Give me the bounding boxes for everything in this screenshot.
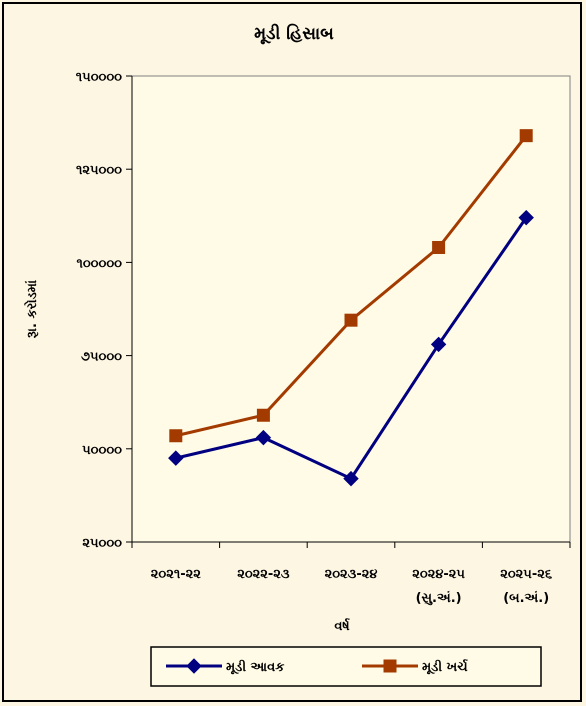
series-2 bbox=[169, 129, 533, 443]
x-tick-label: ૨૦૨૩-૨૪ bbox=[325, 567, 378, 582]
y-tick-label: ૭૫૦૦૦ bbox=[81, 350, 122, 365]
y-tick-label: ૨૫૦૦૦ bbox=[82, 536, 122, 551]
legend-label: મૂડી આવક bbox=[226, 658, 285, 676]
data-point bbox=[344, 313, 358, 327]
line-chart: મૂડી હિસાબ ૨૫૦૦૦ ૫૦૦૦૦ ૭૫૦૦૦ ૧૦૦૦૦૦ ૧૨૫૦૦૦ ૧૫… bbox=[23, 23, 571, 687]
legend: મૂડી આવક મૂડી ખર્ચ bbox=[150, 646, 542, 687]
data-point bbox=[168, 450, 184, 466]
legend-marker-swatch bbox=[383, 659, 397, 673]
axes bbox=[126, 75, 571, 548]
y-tick-label: ૫૦૦૦૦ bbox=[82, 443, 122, 458]
data-point bbox=[169, 429, 183, 443]
y-tick-labels: ૨૫૦૦૦ ૫૦૦૦૦ ૭૫૦૦૦ ૧૦૦૦૦૦ ૧૨૫૦૦૦ ૧૫૦૦૦૦ bbox=[76, 70, 122, 551]
data-point bbox=[430, 336, 447, 353]
legend-item-1: મૂડી આવક bbox=[166, 658, 285, 676]
y-tick-label: ૧૦૦૦૦૦ bbox=[76, 256, 122, 271]
x-axis-title: વર્ષ bbox=[334, 617, 350, 634]
x-tick-label: ૨૦૨૧-૨૨ bbox=[151, 567, 201, 582]
data-point bbox=[343, 470, 359, 487]
chart-title: મૂડી હિસાબ bbox=[254, 23, 334, 44]
data-point bbox=[255, 429, 272, 446]
legend-item-2: મૂડી ખર્ચ bbox=[362, 658, 469, 676]
x-tick-labels: ૨૦૨૧-૨૨ ૨૦૨૨-૨૩ ૨૦૨૩-૨૪ ૨૦૨૪-૨૫ (સુ.અં.) ૨૦૨૫… bbox=[151, 567, 553, 606]
legend-label: મૂડી ખર્ચ bbox=[422, 658, 469, 676]
y-axis-title: રૂા. કરોડમાં bbox=[23, 280, 40, 338]
legend-marker-swatch bbox=[186, 658, 202, 674]
x-tick-label: (સુ.અં.) bbox=[416, 591, 462, 606]
x-tick-label: (બ.અં.) bbox=[503, 591, 549, 606]
x-tick-label: ૨૦૨૨-૨૩ bbox=[237, 567, 290, 582]
series-layer bbox=[168, 129, 534, 487]
y-tick-label: ૧૨૫૦૦૦ bbox=[76, 163, 122, 178]
data-point bbox=[256, 408, 270, 422]
y-tick-label: ૧૫૦૦૦૦ bbox=[76, 70, 122, 85]
data-point bbox=[518, 209, 534, 226]
plot-area bbox=[131, 75, 571, 543]
data-point bbox=[432, 240, 446, 254]
x-tick-label: ૨૦૨૫-૨૬ bbox=[500, 567, 553, 582]
x-tick-label: ૨૦૨૪-૨૫ bbox=[412, 567, 465, 582]
series-1 bbox=[168, 209, 534, 487]
data-point bbox=[519, 129, 533, 143]
